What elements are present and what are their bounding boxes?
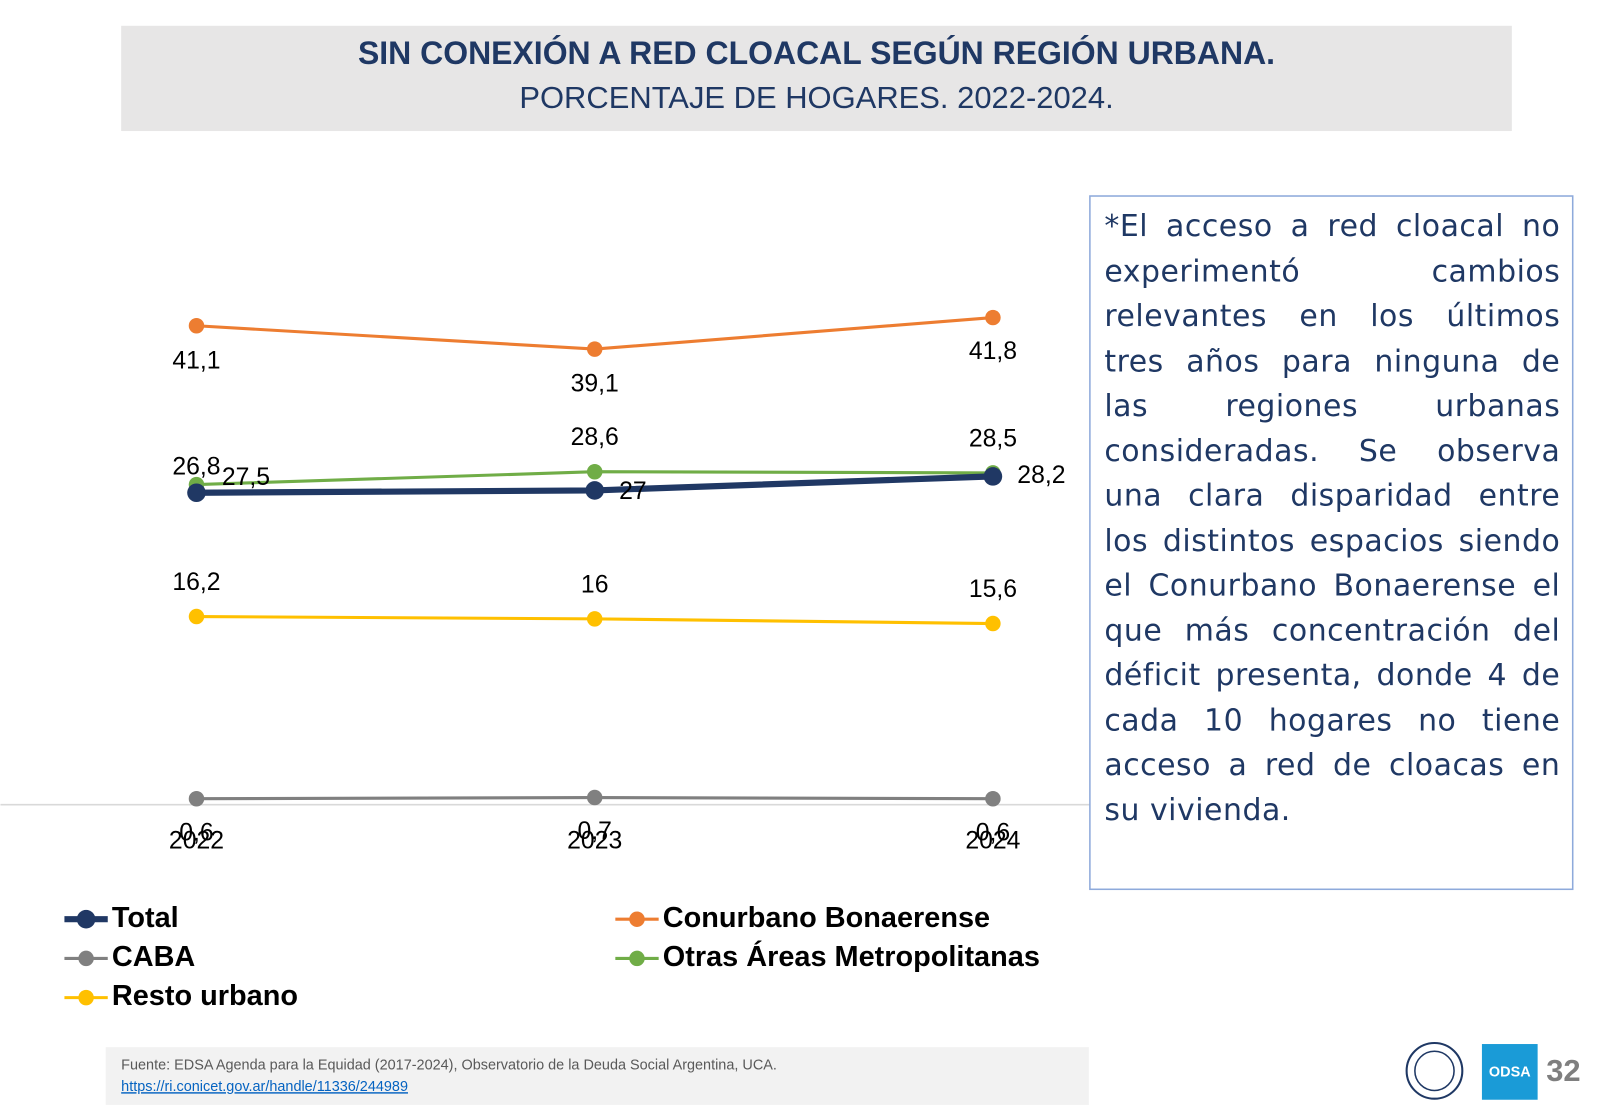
data-label: 15,6 [969, 576, 1017, 603]
data-point [586, 789, 603, 806]
x-tick-label: 2023 [567, 827, 622, 854]
legend-label: CABA [112, 941, 196, 973]
data-label: 27,5 [222, 464, 270, 491]
legend-label: Conurbano Bonaerense [663, 902, 990, 934]
data-point [985, 615, 1001, 632]
source-box [105, 1047, 1089, 1105]
chart-subtitle: PORCENTAJE DE HOGARES. 2022-2024. [519, 80, 1113, 115]
data-label: 0,6 [976, 819, 1010, 846]
legend-label: Resto urbano [112, 980, 298, 1012]
x-tick-label: 2024 [965, 827, 1020, 854]
data-point [188, 790, 205, 807]
data-point [585, 481, 604, 500]
legend-dot [78, 950, 94, 967]
title-box [121, 25, 1512, 132]
data-point [985, 790, 1001, 807]
data-label: 26,8 [172, 454, 220, 481]
data-point [187, 483, 206, 503]
source-text: Fuente: EDSA Agenda para la Equidad (201… [121, 1058, 777, 1074]
data-label: 0,6 [179, 819, 213, 846]
data-label: 41,1 [172, 347, 220, 374]
data-label: 16,2 [172, 569, 220, 596]
legend-dot [629, 950, 645, 967]
data-label: 28,6 [571, 424, 619, 451]
note-container: *El acceso a red cloacal no experimentó … [1104, 208, 1561, 827]
page-number: 32 [1546, 1053, 1580, 1088]
data-point [985, 309, 1001, 326]
data-point [188, 608, 205, 625]
uca-logo-inner [1414, 1050, 1455, 1092]
source-link[interactable]: https://ri.conicet.gov.ar/handle/11336/2… [121, 1079, 408, 1095]
note-box [1089, 195, 1574, 891]
odsa-logo-text: ODSA [1489, 1065, 1531, 1081]
legend-label: Total [112, 902, 179, 934]
data-point [586, 611, 603, 627]
data-label: 39,1 [571, 371, 619, 398]
data-label: 27 [619, 478, 647, 505]
x-tick-label: 2022 [169, 827, 224, 854]
data-point [586, 463, 603, 480]
legend-label: Otras Áreas Metropolitanas [663, 939, 1040, 973]
legend-dot [76, 909, 96, 929]
data-label: 0,7 [577, 818, 611, 845]
odsa-logo [1481, 1044, 1538, 1100]
data-point [188, 318, 205, 334]
legend-dot [629, 911, 645, 927]
data-label: 16 [581, 571, 609, 598]
data-label: 41,8 [969, 338, 1017, 365]
data-point [983, 467, 1003, 486]
note-text: *El acceso a red cloacal no experimentó … [1104, 208, 1561, 827]
data-label: 28,2 [1017, 462, 1065, 489]
data-label: 28,5 [969, 425, 1017, 452]
data-point [586, 341, 603, 357]
legend-dot [78, 989, 94, 1006]
chart-title: SIN CONEXIÓN A RED CLOACAL SEGÚN REGIÓN … [358, 35, 1275, 71]
